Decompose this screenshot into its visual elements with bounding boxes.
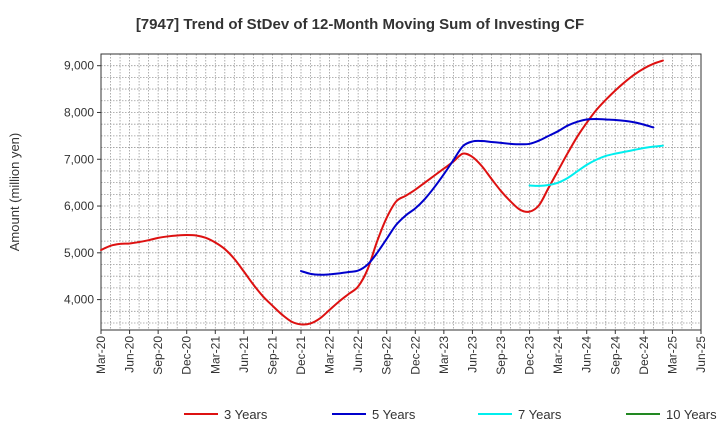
x-axis-ticks: Mar-20 Jun-20 Sep-20 Dec-20 Mar-21 Jun-21 Sep-… [94,330,708,375]
x-tick-label: Jun-22 [351,336,365,373]
legend-label-5-years: 5 Years [372,407,416,422]
series-line-5-years [300,118,655,276]
chart-title: [7947] Trend of StDev of 12-Month Moving… [136,16,584,33]
x-tick-label: Sep-24 [608,336,622,375]
y-axis-label: Amount (million yen) [7,133,22,252]
y-tick-label: 6,000 [64,199,94,213]
x-tick-label: Dec-22 [408,336,422,375]
legend-label-10-years: 10 Years [666,407,717,422]
x-tick-label: Jun-25 [694,336,708,373]
series-line-3-years [100,59,664,326]
x-tick-label: Sep-20 [151,336,165,375]
x-tick-label: Mar-25 [665,336,679,374]
x-tick-label: Mar-21 [208,336,222,374]
x-tick-label: Jun-24 [580,336,594,373]
y-tick-label: 7,000 [64,152,94,166]
x-tick-label: Sep-22 [380,336,394,375]
x-tick-label: Sep-21 [265,336,279,375]
x-tick-label: Mar-24 [551,336,565,374]
y-tick-label: 9,000 [64,59,94,73]
y-axis-ticks: 4,000 5,000 6,000 7,000 8,000 9,000 [64,59,101,307]
x-tick-label: Jun-21 [237,336,251,373]
series-group [100,59,664,326]
legend: 3 Years 5 Years 7 Years 10 Years [184,407,717,422]
x-tick-label: Mar-23 [437,336,451,374]
x-tick-label: Mar-20 [94,336,108,374]
y-tick-label: 5,000 [64,246,94,260]
x-tick-label: Dec-24 [637,336,651,375]
legend-label-7-years: 7 Years [518,407,562,422]
x-tick-label: Dec-20 [180,336,194,375]
series-line-7-years [528,144,664,187]
x-tick-label: Sep-23 [494,336,508,375]
y-tick-label: 8,000 [64,105,94,119]
y-tick-label: 4,000 [64,293,94,307]
x-tick-label: Dec-23 [523,336,537,375]
x-tick-label: Mar-22 [323,336,337,374]
x-tick-label: Jun-20 [123,336,137,373]
x-tick-label: Dec-21 [294,336,308,375]
plot-area [101,54,701,330]
legend-label-3-years: 3 Years [224,407,268,422]
x-tick-label: Jun-23 [465,336,479,373]
plot-border [100,53,702,331]
